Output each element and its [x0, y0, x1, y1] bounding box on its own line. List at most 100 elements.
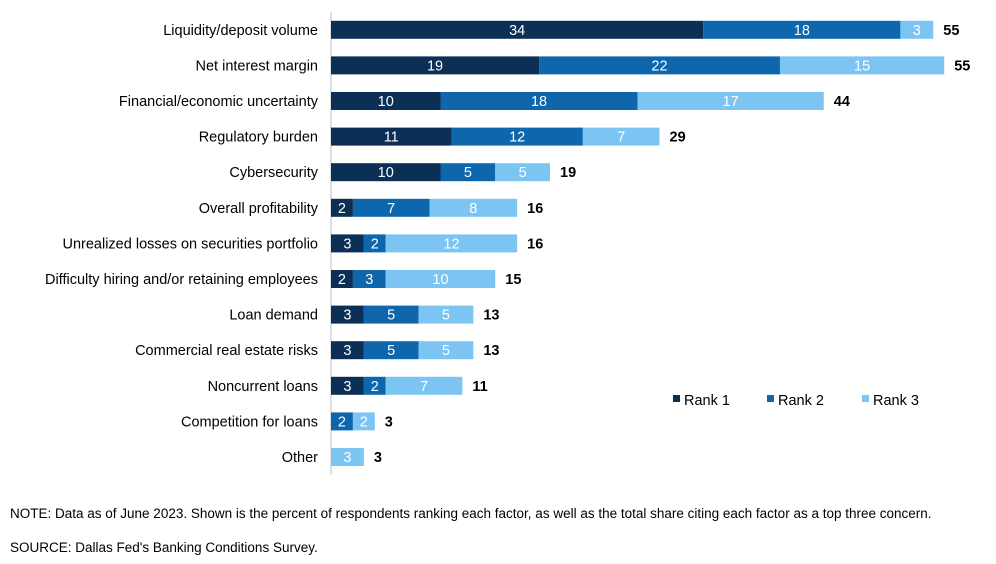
bar-rank-2-commercial-real-estate-risks	[363, 341, 419, 360]
legend-swatch-rank-1	[673, 395, 680, 402]
bar-rank-2-difficulty-hiring-and-or-retaining-employees	[352, 270, 386, 288]
data-label-rank-3-overall-profitability: 8	[469, 201, 477, 217]
category-label-liquidity-deposit-volume: Liquidity/deposit volume	[163, 23, 318, 39]
data-label-rank-3-difficulty-hiring-and-or-retaining-employees: 10	[432, 272, 448, 288]
bar-rank-1-cybersecurity	[331, 163, 441, 182]
category-label-financial-economic-uncertainty: Financial/economic uncertainty	[119, 94, 319, 110]
data-label-rank-2-net-interest-margin: 22	[651, 58, 667, 74]
data-label-rank-2-regulatory-burden: 12	[509, 130, 525, 146]
data-label-rank-3-liquidity-deposit-volume: 3	[913, 23, 921, 39]
data-label-rank-1-liquidity-deposit-volume: 34	[509, 23, 525, 39]
data-label-rank-3-other: 3	[343, 450, 351, 466]
data-label-rank-1-unrealized-losses-on-securities-portfolio: 3	[343, 236, 351, 252]
total-label-financial-economic-uncertainty: 44	[834, 94, 850, 110]
data-label-rank-3-net-interest-margin: 15	[854, 58, 870, 74]
data-label-rank-3-unrealized-losses-on-securities-portfolio: 12	[443, 236, 459, 252]
data-label-rank-2-cybersecurity: 5	[464, 165, 472, 181]
bar-rank-3-difficulty-hiring-and-or-retaining-employees	[385, 270, 496, 288]
bar-rank-2-regulatory-burden	[451, 127, 583, 146]
total-label-loan-demand: 13	[483, 308, 499, 324]
data-label-rank-3-noncurrent-loans: 7	[420, 379, 428, 395]
data-label-rank-2-commercial-real-estate-risks: 5	[387, 343, 395, 359]
bar-rank-2-unrealized-losses-on-securities-portfolio	[363, 234, 386, 253]
total-label-regulatory-burden: 29	[670, 130, 686, 146]
bar-rank-2-net-interest-margin	[539, 56, 780, 75]
data-label-rank-1-cybersecurity: 10	[378, 165, 394, 181]
bar-rank-1-noncurrent-loans	[331, 376, 364, 395]
data-label-rank-3-loan-demand: 5	[442, 308, 450, 324]
bar-rank-3-noncurrent-loans	[385, 376, 463, 395]
category-label-competition-for-loans: Competition for loans	[181, 414, 318, 430]
category-label-unrealized-losses-on-securities-portfolio: Unrealized losses on securities portfoli…	[63, 236, 319, 252]
total-label-difficulty-hiring-and-or-retaining-employees: 15	[505, 272, 521, 288]
total-label-commercial-real-estate-risks: 13	[483, 343, 499, 359]
category-label-difficulty-hiring-and-or-retaining-employees: Difficulty hiring and/or retaining emplo…	[45, 272, 318, 288]
category-label-overall-profitability: Overall profitability	[199, 201, 319, 217]
data-label-rank-2-unrealized-losses-on-securities-portfolio: 2	[371, 236, 379, 252]
category-label-commercial-real-estate-risks: Commercial real estate risks	[135, 343, 318, 359]
total-label-noncurrent-loans: 11	[472, 379, 487, 395]
bar-rank-3-unrealized-losses-on-securities-portfolio	[385, 234, 518, 253]
bar-rank-2-overall-profitability	[352, 198, 430, 217]
chart-source: SOURCE: Dallas Fed's Banking Conditions …	[10, 540, 318, 555]
data-label-rank-2-loan-demand: 5	[387, 308, 395, 324]
data-label-rank-3-cybersecurity: 5	[519, 165, 527, 181]
category-label-noncurrent-loans: Noncurrent loans	[208, 379, 318, 395]
bar-rank-3-net-interest-margin	[779, 56, 945, 75]
data-label-rank-2-difficulty-hiring-and-or-retaining-employees: 3	[365, 272, 373, 288]
category-label-loan-demand: Loan demand	[229, 308, 318, 324]
bar-rank-3-overall-profitability	[429, 198, 518, 217]
legend-swatch-rank-3	[862, 395, 869, 402]
data-label-rank-1-net-interest-margin: 19	[427, 58, 443, 74]
data-label-rank-1-noncurrent-loans: 3	[343, 379, 351, 395]
data-label-rank-1-financial-economic-uncertainty: 10	[378, 94, 394, 110]
category-label-net-interest-margin: Net interest margin	[196, 58, 319, 74]
bar-rank-2-liquidity-deposit-volume	[703, 20, 901, 39]
bar-rank-3-competition-for-loans	[352, 412, 375, 431]
data-label-rank-2-competition-for-loans: 2	[338, 414, 346, 430]
total-label-liquidity-deposit-volume: 55	[943, 23, 959, 39]
data-label-rank-3-financial-economic-uncertainty: 17	[723, 94, 739, 110]
data-label-rank-1-difficulty-hiring-and-or-retaining-employees: 2	[338, 272, 346, 288]
data-label-rank-2-liquidity-deposit-volume: 18	[794, 23, 810, 39]
bar-rank-1-difficulty-hiring-and-or-retaining-employees	[331, 270, 353, 288]
category-label-cybersecurity: Cybersecurity	[229, 165, 318, 181]
bar-rank-1-financial-economic-uncertainty	[331, 92, 441, 110]
category-label-regulatory-burden: Regulatory burden	[199, 130, 318, 146]
data-label-rank-3-competition-for-loans: 2	[360, 414, 368, 430]
bar-rank-1-loan-demand	[331, 305, 364, 324]
data-label-rank-3-regulatory-burden: 7	[617, 130, 625, 146]
data-label-rank-2-financial-economic-uncertainty: 18	[531, 94, 547, 110]
bar-rank-3-loan-demand	[418, 305, 474, 324]
bar-rank-1-net-interest-margin	[331, 56, 540, 75]
legend-swatch-rank-2	[767, 395, 774, 402]
bar-rank-2-cybersecurity	[440, 163, 496, 182]
bar-rank-2-financial-economic-uncertainty	[440, 92, 638, 110]
bar-rank-3-regulatory-burden	[582, 127, 660, 146]
total-label-net-interest-margin: 55	[954, 58, 970, 74]
bar-rank-1-unrealized-losses-on-securities-portfolio	[331, 234, 364, 253]
chart-note: NOTE: Data as of June 2023. Shown is the…	[10, 506, 932, 521]
bar-rank-1-overall-profitability	[331, 198, 353, 217]
bar-rank-3-liquidity-deposit-volume	[900, 20, 934, 39]
data-label-rank-3-commercial-real-estate-risks: 5	[442, 343, 450, 359]
bar-rank-3-financial-economic-uncertainty	[637, 92, 824, 110]
bar-rank-3-cybersecurity	[495, 163, 550, 182]
total-label-cybersecurity: 19	[560, 165, 576, 181]
bar-rank-2-loan-demand	[363, 305, 419, 324]
data-label-rank-1-loan-demand: 3	[343, 308, 351, 324]
legend-label-rank-3: Rank 3	[873, 393, 919, 409]
data-label-rank-2-noncurrent-loans: 2	[371, 379, 379, 395]
legend-label-rank-2: Rank 2	[778, 393, 824, 409]
bar-rank-1-commercial-real-estate-risks	[331, 341, 364, 360]
bar-rank-2-competition-for-loans	[331, 412, 353, 431]
total-label-other: 3	[374, 450, 382, 466]
data-label-rank-2-overall-profitability: 7	[387, 201, 395, 217]
category-label-other: Other	[282, 450, 318, 466]
bar-rank-3-other	[331, 448, 364, 466]
bar-rank-1-liquidity-deposit-volume	[331, 20, 704, 39]
data-label-rank-1-regulatory-burden: 11	[384, 130, 399, 146]
data-label-rank-1-commercial-real-estate-risks: 3	[343, 343, 351, 359]
legend-label-rank-1: Rank 1	[684, 393, 730, 409]
